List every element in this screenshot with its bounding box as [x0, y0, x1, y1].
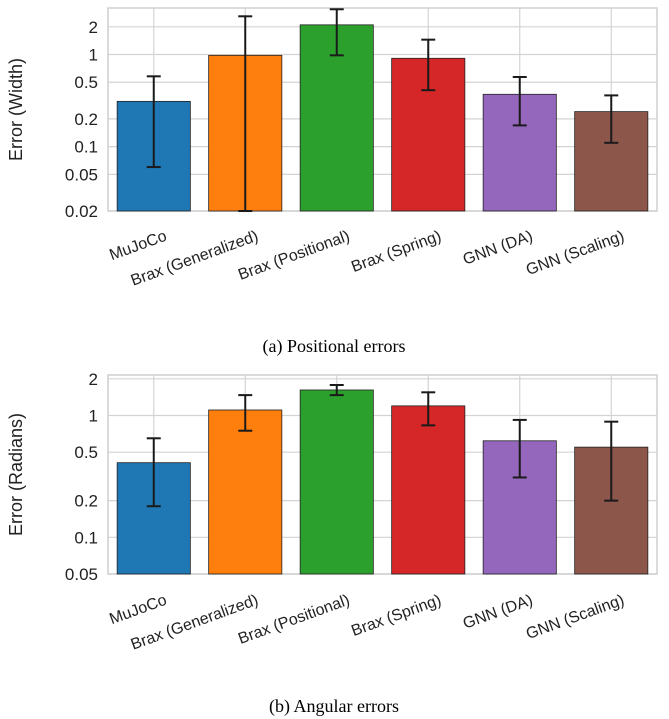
y-tick-label: 0.2 — [74, 110, 98, 129]
y-tick-label: 0.02 — [65, 202, 98, 221]
y-tick-label: 0.1 — [74, 528, 98, 547]
x-category-label: MuJoCo — [107, 592, 169, 628]
x-category-label: Brax (Spring) — [349, 228, 443, 276]
plot-frame — [107, 374, 658, 575]
y-tick-label: 1 — [89, 46, 98, 65]
bar-brax-generalized — [208, 409, 283, 575]
x-category-label: Brax (Spring) — [349, 592, 443, 640]
x-category-label: MuJoCo — [107, 228, 169, 264]
y-tick-label: 2 — [89, 18, 98, 37]
bar-brax-positional — [299, 389, 374, 575]
y-tick-label: 0.05 — [65, 165, 98, 184]
y-tick-label: 0.2 — [74, 492, 98, 511]
y-tick-label: 1 — [89, 406, 98, 425]
y-axis-label: Error (Radians) — [6, 413, 26, 536]
y-tick-label: 2 — [89, 370, 98, 389]
caption-angular-errors: (b) Angular errors — [269, 696, 399, 717]
caption-positional-errors: (a) Positional errors — [263, 336, 406, 357]
y-tick-label: 0.5 — [74, 73, 98, 92]
x-category-label: GNN (Scaling) — [524, 592, 627, 643]
panel-positional-errors: 0.02 0.05 0.1 0.2 0.5 1 2 Error (Width) MuJoCo Br… — [6, 7, 658, 290]
panel-angular-errors: 0.05 0.1 0.2 0.5 1 2 Error (Radians) MuJoCo Brax… — [6, 370, 658, 654]
y-tick-label: 0.05 — [65, 565, 98, 584]
x-category-label: GNN (Scaling) — [524, 228, 627, 279]
y-axis-label: Error (Width) — [6, 58, 26, 161]
y-tick-label: 0.5 — [74, 443, 98, 462]
bar-brax-spring — [391, 405, 466, 575]
plot-frame — [107, 7, 658, 212]
y-tick-label: 0.1 — [74, 138, 98, 157]
